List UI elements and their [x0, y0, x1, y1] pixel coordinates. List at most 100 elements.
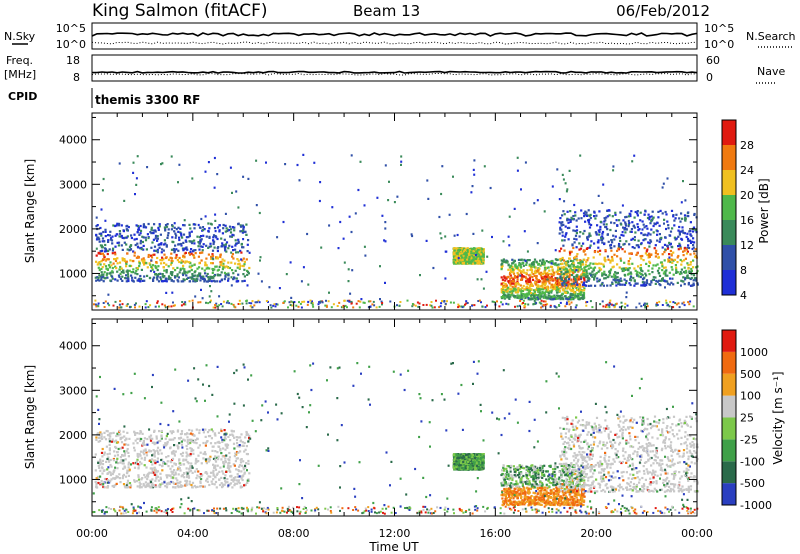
range-cell: [224, 474, 227, 477]
range-cell: [589, 300, 592, 303]
range-cell: [229, 470, 232, 473]
range-cell: [556, 291, 559, 294]
range-cell: [106, 481, 109, 484]
range-cell: [127, 466, 130, 469]
range-cell: [233, 277, 236, 280]
range-cell: [112, 224, 115, 227]
range-cell: [611, 266, 614, 269]
range-cell: [117, 244, 120, 247]
range-cell: [689, 221, 692, 224]
range-cell: [491, 235, 493, 239]
range-cell: [110, 465, 113, 468]
range-cell: [122, 483, 126, 486]
range-cell: [309, 299, 312, 302]
range-cell: [127, 455, 130, 458]
range-cell: [456, 233, 459, 237]
range-cell: [622, 243, 625, 246]
range-cell: [214, 455, 217, 458]
range-cell: [159, 439, 162, 442]
range-cell: [232, 463, 235, 466]
range-cell: [501, 303, 504, 306]
range-cell: [291, 301, 294, 304]
range-cell: [639, 267, 643, 270]
range-cell: [553, 284, 556, 287]
range-cell: [560, 273, 563, 276]
range-cell: [198, 226, 202, 229]
range-cell: [116, 262, 119, 265]
range-cell: [570, 289, 573, 292]
range-cell: [523, 230, 526, 233]
range-cell: [189, 227, 192, 230]
range-cell: [601, 241, 604, 244]
range-cell: [546, 297, 549, 300]
range-cell: [602, 183, 605, 186]
range-cell: [102, 273, 105, 276]
range-cell: [215, 302, 218, 305]
range-cell: [171, 452, 174, 455]
range-cell: [169, 272, 172, 275]
range-cell: [306, 303, 309, 306]
range-cell: [221, 438, 224, 441]
range-cell: [163, 226, 166, 229]
range-cell: [457, 257, 460, 260]
range-cell: [608, 270, 611, 273]
range-cell: [456, 258, 459, 262]
range-cell: [201, 245, 204, 248]
range-cell: [115, 267, 118, 270]
range-cell: [444, 250, 447, 253]
range-cell: [566, 270, 569, 273]
range-cell: [692, 259, 695, 262]
range-cell: [544, 300, 547, 303]
range-cell: [111, 235, 114, 238]
range-cell: [619, 257, 622, 260]
range-cell: [173, 275, 177, 278]
range-cell: [101, 189, 104, 192]
range-cell: [138, 484, 142, 487]
range-cell: [538, 301, 541, 304]
range-cell: [231, 433, 234, 436]
range-cell: [577, 278, 580, 281]
range-cell: [147, 222, 150, 226]
range-cell: [621, 231, 624, 234]
range-cell: [585, 260, 588, 263]
range-cell: [462, 305, 465, 308]
range-cell: [172, 248, 176, 251]
range-cell: [241, 478, 244, 482]
range-cell: [511, 268, 514, 271]
range-cell: [156, 460, 159, 463]
range-cell: [673, 219, 676, 222]
range-cell: [623, 283, 627, 286]
colorbar-tick-label: 20: [740, 189, 754, 202]
range-cell: [234, 306, 237, 309]
range-cell: [536, 285, 539, 288]
range-cell: [634, 269, 637, 272]
range-cell: [246, 250, 249, 253]
range-cell: [97, 481, 100, 485]
range-cell: [183, 270, 186, 273]
range-cell: [644, 304, 647, 307]
range-cell: [454, 261, 458, 264]
range-cell: [174, 304, 176, 307]
range-cell: [692, 226, 696, 229]
range-cell: [208, 245, 211, 248]
range-cell: [200, 217, 203, 221]
range-cell: [116, 279, 119, 282]
range-cell: [233, 484, 236, 487]
range-cell: [108, 432, 111, 435]
range-cell: [465, 260, 468, 263]
range-cell: [207, 222, 210, 225]
range-cell: [239, 264, 242, 267]
range-cell: [678, 225, 681, 229]
range-cell: [695, 279, 698, 282]
range-cell: [216, 256, 219, 259]
range-cell: [102, 275, 105, 278]
range-cell: [237, 259, 240, 262]
range-cell: [247, 272, 250, 275]
range-cell: [646, 253, 649, 257]
range-cell: [588, 272, 591, 275]
range-cell: [205, 235, 208, 238]
range-cell: [210, 280, 213, 283]
range-cell: [150, 228, 153, 231]
range-cell: [670, 254, 673, 257]
